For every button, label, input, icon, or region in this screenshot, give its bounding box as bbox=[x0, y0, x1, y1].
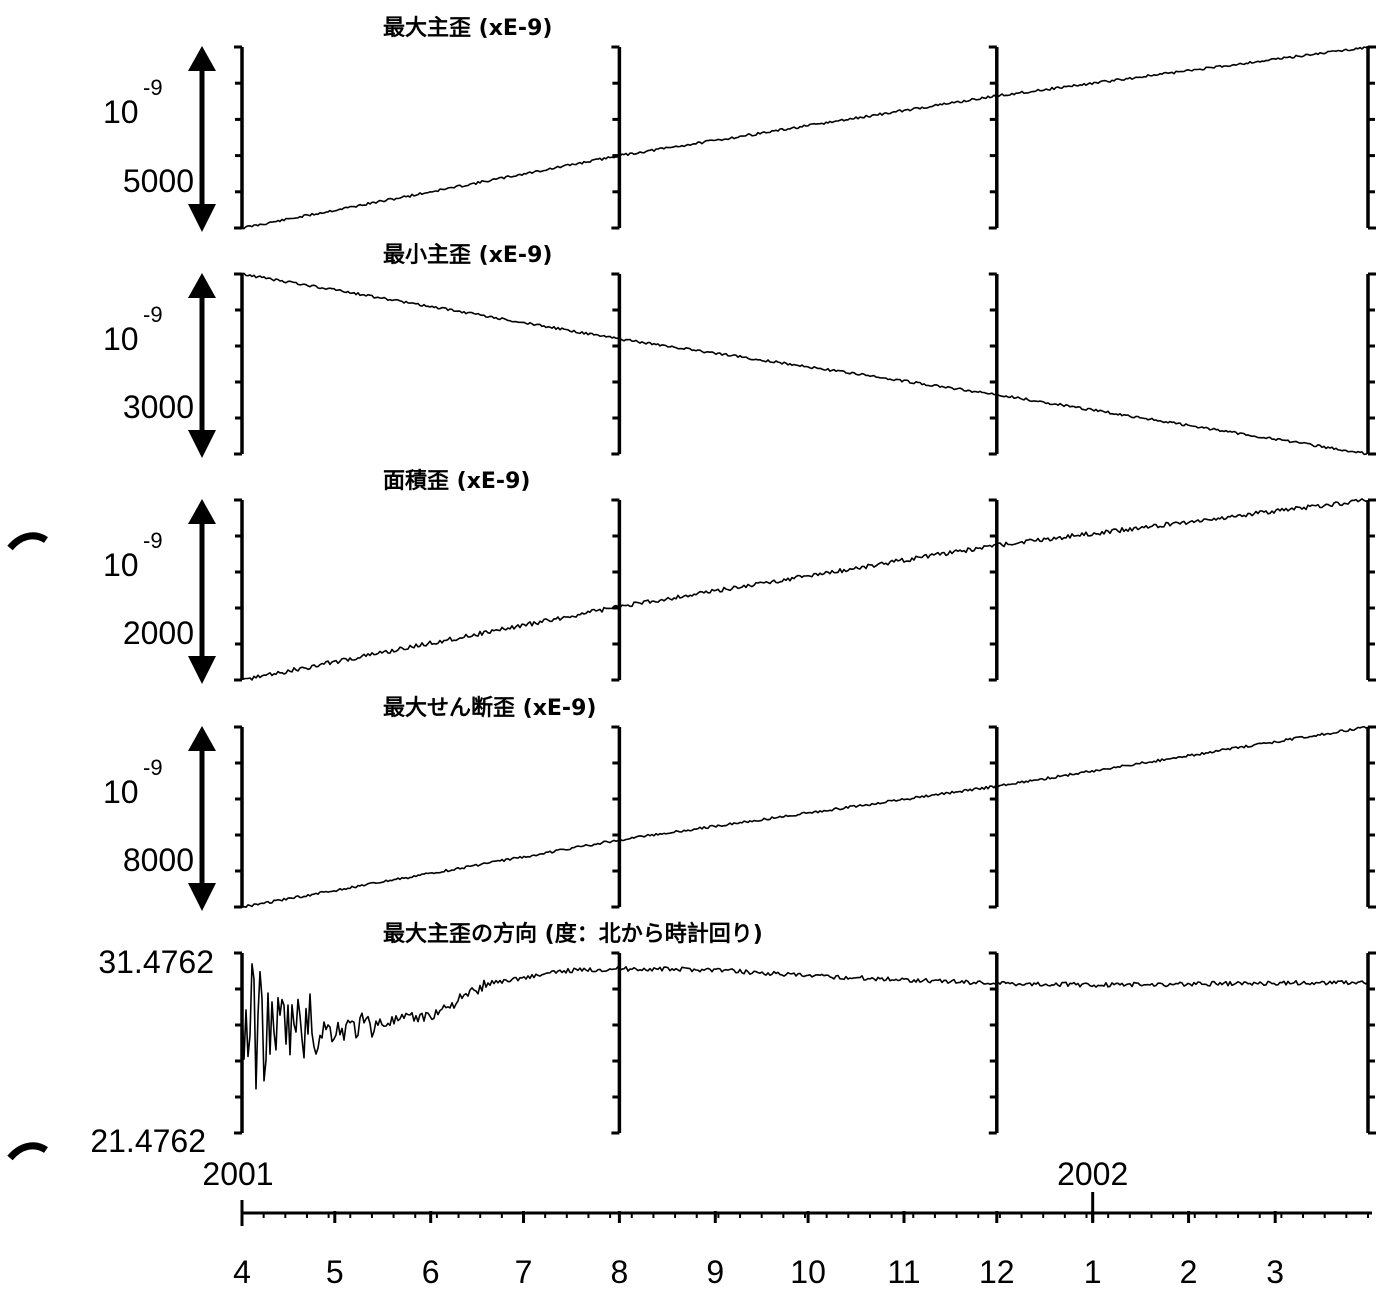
month-label: 11 bbox=[887, 1254, 920, 1290]
axis-bracket bbox=[988, 45, 999, 230]
month-label: 9 bbox=[706, 1254, 724, 1290]
arrow-down-icon bbox=[188, 204, 216, 232]
month-label: 12 bbox=[979, 1254, 1015, 1290]
scale-unit: 10 bbox=[103, 774, 139, 810]
scale-exponent: -9 bbox=[143, 302, 163, 327]
scale-bar: 10-9 5000 bbox=[103, 46, 216, 232]
year-label: 2001 bbox=[202, 1156, 273, 1192]
month-label: 5 bbox=[326, 1254, 344, 1290]
axis-bracket bbox=[234, 951, 244, 1135]
panel-title: 最大主歪 (xE-9) bbox=[383, 16, 552, 41]
month-label: 10 bbox=[790, 1254, 826, 1290]
panel-title: 面積歪 (xE-9) bbox=[383, 469, 530, 494]
chart-panel: 最大主歪の方向 (度：北から時計回り) 31.4762 21.4762 bbox=[90, 921, 1376, 1159]
y-tick-label: 21.4762 bbox=[90, 1123, 206, 1159]
arrow-up-icon bbox=[188, 273, 216, 298]
panel-title: 最大せん断歪 (xE-9) bbox=[383, 695, 596, 721]
axis-bracket bbox=[611, 498, 622, 682]
scale-value: 8000 bbox=[123, 842, 194, 878]
axis-bracket bbox=[611, 272, 622, 456]
axis-bracket bbox=[988, 498, 999, 682]
arrow-up-icon bbox=[188, 726, 216, 751]
axis-bracket bbox=[1366, 498, 1376, 682]
arrow-up-icon bbox=[188, 499, 216, 524]
series-line bbox=[241, 725, 1369, 909]
chart-panel: 最小主歪 (xE-9) 10-9 3000 bbox=[103, 243, 1376, 458]
scale-value: 2000 bbox=[123, 615, 194, 651]
panel-title: 最大主歪の方向 (度：北から時計回り) bbox=[383, 921, 763, 947]
axis-bracket bbox=[988, 951, 999, 1135]
axis-bracket bbox=[234, 498, 244, 682]
panel-title: 最小主歪 (xE-9) bbox=[383, 243, 552, 268]
axis-bracket bbox=[234, 725, 244, 909]
scale-value: 5000 bbox=[123, 163, 194, 199]
axis-bracket bbox=[1366, 951, 1376, 1135]
axis-bracket bbox=[988, 725, 999, 909]
axis-bracket bbox=[988, 272, 999, 456]
scale-unit: 10 bbox=[103, 547, 139, 583]
axis-bracket bbox=[611, 45, 622, 230]
scale-exponent: -9 bbox=[143, 75, 163, 100]
axis-bracket bbox=[1366, 272, 1376, 456]
series-line bbox=[241, 498, 1368, 681]
year-label: 2002 bbox=[1057, 1156, 1128, 1192]
month-label: 8 bbox=[610, 1254, 628, 1290]
series-line bbox=[241, 963, 1369, 1090]
axis-bracket bbox=[611, 951, 622, 1135]
margin-mark bbox=[7, 532, 48, 551]
margin-mark bbox=[7, 1142, 48, 1161]
series-line bbox=[241, 272, 1369, 456]
arrow-down-icon bbox=[188, 430, 216, 458]
month-label: 7 bbox=[515, 1254, 533, 1290]
scale-bar: 10-9 3000 bbox=[103, 273, 216, 458]
margin-marks bbox=[7, 532, 48, 1161]
month-label: 1 bbox=[1084, 1254, 1102, 1290]
chart-panel: 面積歪 (xE-9) 10-9 2000 bbox=[103, 469, 1376, 684]
arrow-down-icon bbox=[188, 883, 216, 911]
scale-exponent: -9 bbox=[143, 528, 163, 553]
month-label: 4 bbox=[233, 1254, 251, 1290]
series-line bbox=[241, 45, 1369, 230]
axis-bracket bbox=[1366, 45, 1376, 230]
arrow-down-icon bbox=[188, 656, 216, 684]
scale-value: 3000 bbox=[123, 389, 194, 425]
axis-bracket bbox=[234, 272, 244, 456]
month-label: 3 bbox=[1266, 1254, 1284, 1290]
scale-bar: 10-9 8000 bbox=[103, 726, 216, 911]
month-label: 6 bbox=[422, 1254, 440, 1290]
arrow-up-icon bbox=[188, 46, 216, 71]
y-tick-label: 31.4762 bbox=[98, 944, 214, 980]
chart-panel: 最大せん断歪 (xE-9) 10-9 8000 bbox=[103, 695, 1376, 911]
axis-bracket bbox=[234, 45, 244, 230]
scale-unit: 10 bbox=[103, 94, 139, 130]
axis-bracket bbox=[611, 725, 622, 909]
scale-unit: 10 bbox=[103, 321, 139, 357]
chart-panel: 最大主歪 (xE-9) 10-9 5000 bbox=[103, 16, 1376, 232]
scale-exponent: -9 bbox=[143, 755, 163, 780]
axis-bracket bbox=[1366, 725, 1376, 909]
scale-bar: 10-9 2000 bbox=[103, 499, 216, 684]
month-label: 2 bbox=[1180, 1254, 1198, 1290]
